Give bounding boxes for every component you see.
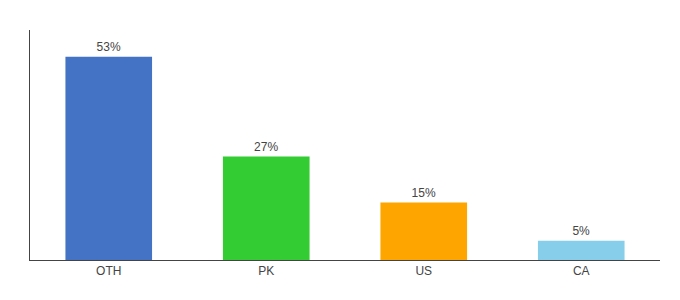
svg-text:53%: 53% [97,40,121,54]
svg-text:27%: 27% [254,140,278,154]
svg-text:OTH: OTH [96,264,121,278]
svg-text:US: US [415,264,432,278]
svg-text:5%: 5% [572,224,590,238]
svg-text:PK: PK [258,264,274,278]
svg-text:15%: 15% [412,186,436,200]
svg-text:CA: CA [573,264,590,278]
